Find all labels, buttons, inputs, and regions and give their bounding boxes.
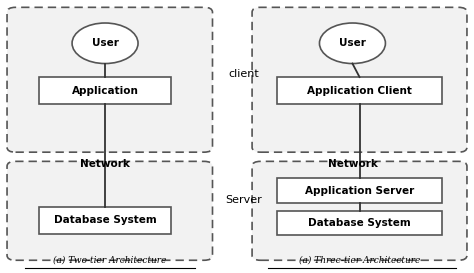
Text: Database System: Database System <box>54 215 156 225</box>
Text: Application Client: Application Client <box>307 85 412 96</box>
FancyBboxPatch shape <box>7 161 212 260</box>
FancyBboxPatch shape <box>39 207 171 234</box>
FancyBboxPatch shape <box>277 211 442 235</box>
Text: Network: Network <box>80 159 130 168</box>
Text: Application Server: Application Server <box>305 186 414 195</box>
FancyBboxPatch shape <box>277 77 442 104</box>
Text: (a) Two-tier Architecture: (a) Two-tier Architecture <box>53 256 166 265</box>
FancyBboxPatch shape <box>39 77 171 104</box>
FancyBboxPatch shape <box>252 7 467 152</box>
Text: Server: Server <box>226 195 263 205</box>
Text: Network: Network <box>328 159 377 168</box>
Text: User: User <box>91 38 118 48</box>
Ellipse shape <box>319 23 385 64</box>
Text: User: User <box>339 38 366 48</box>
FancyBboxPatch shape <box>7 7 212 152</box>
Text: Database System: Database System <box>308 218 411 228</box>
Text: (a) Three-tier Architecture: (a) Three-tier Architecture <box>299 256 420 265</box>
Text: Application: Application <box>72 85 138 96</box>
FancyBboxPatch shape <box>252 161 467 260</box>
FancyBboxPatch shape <box>277 178 442 203</box>
Ellipse shape <box>72 23 138 64</box>
Text: client: client <box>228 69 259 79</box>
